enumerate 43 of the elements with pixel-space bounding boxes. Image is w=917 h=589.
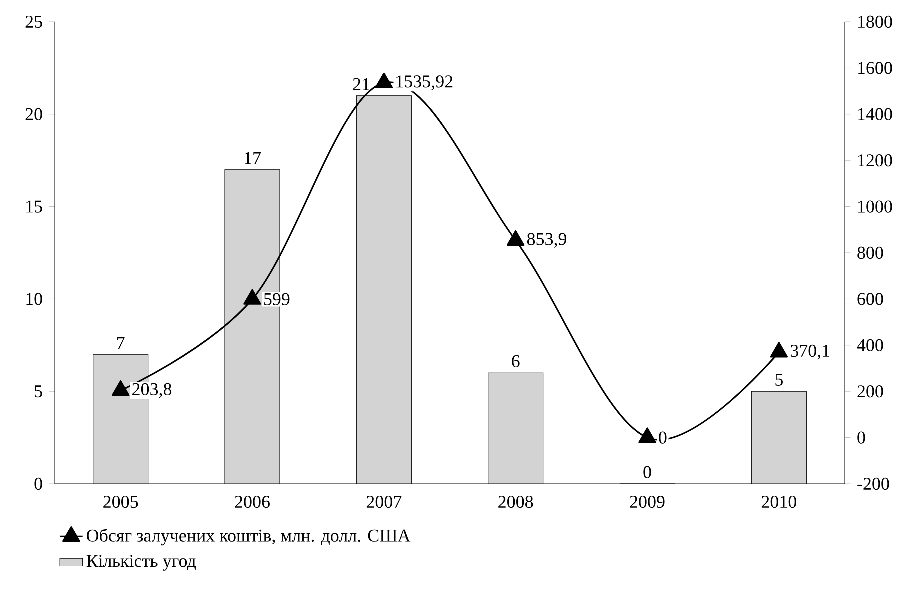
x-tick-label: 2008 (498, 496, 534, 508)
y-tick-label: 15 (26, 200, 42, 213)
point (506, 230, 525, 246)
y2-tick-label: 600 (858, 293, 884, 306)
point (770, 342, 788, 358)
y2-tick-label: 1200 (858, 154, 892, 167)
y2-tick-label: 800 (858, 246, 884, 260)
y2-tick-label: 400 (857, 339, 884, 352)
point (375, 72, 394, 88)
legend-label: Кількість угод (86, 555, 196, 571)
data-label: 17 (245, 152, 261, 164)
data-label: 370,1 (790, 344, 830, 360)
point (244, 289, 262, 305)
data-label: 5 (776, 374, 783, 386)
point (112, 380, 130, 396)
y2-tick-label: 200 (858, 386, 884, 398)
x-tick-label: 2007 (366, 496, 402, 508)
x-tick-label: 2009 (630, 496, 665, 508)
y-tick-label: 5 (35, 386, 42, 398)
y2-tick-label: 1800 (858, 16, 892, 28)
data-label: 0 (644, 466, 652, 478)
y2-tick-label: -200 (858, 478, 890, 490)
data-label: 21 (353, 78, 370, 90)
y2-tick-label: 1600 (858, 62, 892, 74)
data-label: 599 (264, 293, 290, 306)
data-label: 203,8 (132, 383, 172, 398)
data-label: 7 (118, 337, 125, 350)
y2-tick-label: 1400 (858, 108, 892, 120)
legend-label: Обсяг залучених коштів, млн. долл. США (87, 528, 411, 546)
data-label: 0 (659, 432, 667, 444)
x-tick-label: 2010 (762, 496, 796, 508)
x-tick-label: 2006 (235, 496, 270, 508)
y-tick-label: 10 (26, 293, 42, 306)
point (638, 428, 656, 444)
y-tick-label: 0 (34, 478, 42, 490)
y-tick-label: 25 (26, 16, 42, 28)
data-label: 853,9 (527, 233, 567, 248)
y2-tick-label: 1000 (858, 200, 892, 213)
y2-tick-label: 0 (858, 432, 866, 444)
data-label: 6 (512, 355, 520, 368)
x-tick-label: 2005 (104, 496, 138, 508)
y-tick-label: 20 (26, 108, 42, 120)
data-label: 1535,92 (396, 76, 453, 90)
